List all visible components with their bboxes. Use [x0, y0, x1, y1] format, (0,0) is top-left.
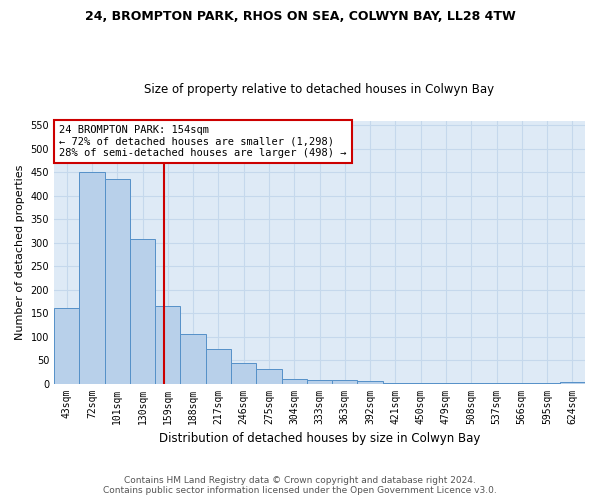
- Title: Size of property relative to detached houses in Colwyn Bay: Size of property relative to detached ho…: [145, 83, 494, 96]
- Bar: [383, 382, 408, 384]
- Bar: [307, 380, 332, 384]
- Bar: [155, 306, 181, 384]
- Bar: [104, 180, 130, 384]
- Bar: [231, 363, 256, 384]
- Bar: [408, 382, 433, 384]
- X-axis label: Distribution of detached houses by size in Colwyn Bay: Distribution of detached houses by size …: [159, 432, 480, 445]
- Bar: [130, 240, 155, 384]
- Bar: [181, 334, 206, 384]
- Bar: [560, 382, 585, 384]
- Bar: [79, 172, 104, 384]
- Bar: [206, 350, 231, 384]
- Y-axis label: Number of detached properties: Number of detached properties: [15, 164, 25, 340]
- Text: Contains HM Land Registry data © Crown copyright and database right 2024.
Contai: Contains HM Land Registry data © Crown c…: [103, 476, 497, 495]
- Text: 24 BROMPTON PARK: 154sqm
← 72% of detached houses are smaller (1,298)
28% of sem: 24 BROMPTON PARK: 154sqm ← 72% of detach…: [59, 124, 347, 158]
- Bar: [332, 380, 358, 384]
- Text: 24, BROMPTON PARK, RHOS ON SEA, COLWYN BAY, LL28 4TW: 24, BROMPTON PARK, RHOS ON SEA, COLWYN B…: [85, 10, 515, 23]
- Bar: [358, 381, 383, 384]
- Bar: [54, 308, 79, 384]
- Bar: [281, 379, 307, 384]
- Bar: [256, 368, 281, 384]
